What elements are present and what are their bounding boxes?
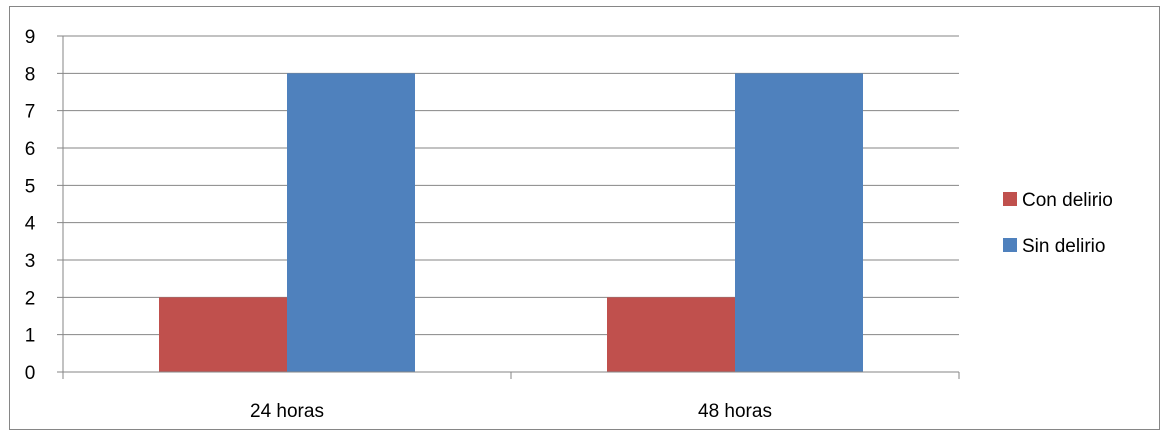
bar-sin-delirio-2: [735, 73, 863, 372]
bar-sin-delirio-1: [287, 73, 415, 372]
y-tick-label: 9: [25, 27, 36, 48]
x-category-label: 24 horas: [250, 401, 324, 422]
axes: [57, 36, 960, 379]
y-tick-label: 0: [25, 363, 36, 384]
bars: [159, 73, 863, 372]
bar-con-delirio-2: [607, 297, 735, 372]
x-axis-category-labels: 24 horas 48 horas: [250, 401, 772, 422]
y-tick-label: 7: [25, 102, 36, 123]
bar-con-delirio-1: [159, 297, 287, 372]
x-category-label: 48 horas: [698, 401, 772, 422]
y-axis-tick-labels: 0 1 2 3 4 5 6 7 8 9: [25, 27, 36, 384]
y-tick-label: 4: [25, 214, 36, 235]
legend: Con delirio Sin delirio: [1003, 190, 1113, 257]
legend-label: Sin delirio: [1022, 236, 1105, 257]
y-tick-label: 1: [25, 326, 36, 347]
y-tick-label: 6: [25, 139, 36, 160]
y-tick-label: 3: [25, 251, 36, 272]
legend-swatch: [1003, 192, 1017, 206]
legend-swatch: [1003, 238, 1017, 252]
legend-label: Con delirio: [1022, 190, 1113, 211]
y-tick-label: 2: [25, 288, 36, 309]
y-tick-label: 5: [25, 176, 36, 197]
y-tick-label: 8: [25, 64, 36, 85]
